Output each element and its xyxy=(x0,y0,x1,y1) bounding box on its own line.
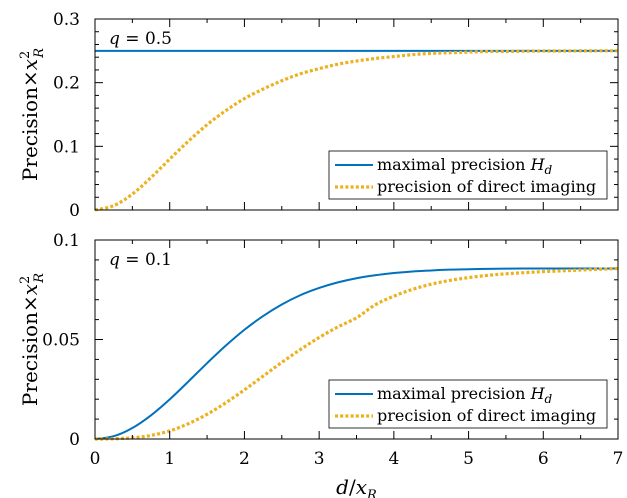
panel-bottom-x-tick-label: 5 xyxy=(463,449,474,469)
panel-bottom-legend-label-0: maximal precision Hd xyxy=(377,384,553,406)
panel-bottom-tick-labels: 0 1 2 3 4 5 6 7 0 0.05 0.1 xyxy=(42,231,623,469)
panel-top-annotation: q = 0.5 xyxy=(109,29,172,49)
panel-bottom-x-tick-label: 0 xyxy=(90,449,101,469)
panel-bottom-y-tick-label: 0.05 xyxy=(42,331,80,351)
panel-top-series xyxy=(94,49,619,212)
panel-bottom-x-tick-label: 6 xyxy=(538,449,549,469)
panel-top-tick-labels: 0 0.1 0.2 0.3 xyxy=(53,10,80,221)
panel-bottom-y-tick-label: 0.1 xyxy=(53,231,80,251)
panel-top-y-tick-label: 0.2 xyxy=(53,74,80,94)
panel-top-y-tick-label: 0.3 xyxy=(53,10,80,30)
panel-bottom-annotation: q = 0.1 xyxy=(109,250,172,270)
panel-bottom-x-tick-label: 2 xyxy=(239,449,250,469)
panel-bottom-x-tick-label: 1 xyxy=(164,449,175,469)
panel-top-y-tick-label: 0 xyxy=(69,201,80,221)
panel-bottom-x-tick-label: 7 xyxy=(613,449,624,469)
panel-bottom-legend-label-1: precision of direct imaging xyxy=(377,406,596,425)
panel-bottom-y-tick-label: 0 xyxy=(69,430,80,450)
panel-bottom-series-direct-imaging xyxy=(94,266,619,441)
panel-top-y-axis-label: Precision×x2R xyxy=(18,48,47,181)
panel-top-y-tick-label: 0.1 xyxy=(53,137,80,157)
panel-bottom-x-tick-label: 3 xyxy=(314,449,325,469)
panel-bottom-legend-box xyxy=(328,379,608,429)
panel-top-ticks xyxy=(94,18,619,211)
panel-bottom-series xyxy=(94,266,619,441)
panel-bottom-y-axis-label: Precision×x2R xyxy=(18,273,47,406)
panel-bottom-series-maximal-precision xyxy=(94,267,618,440)
panel-top: 0 0.1 0.2 0.3 q = 0.5 Precision×x2R maximal… xyxy=(18,10,619,221)
panel-bottom: 0 1 2 3 4 5 6 7 0 0.05 0.1 q = 0.1 Precision×x2R d… xyxy=(18,231,623,498)
panel-bottom-x-axis-label: d/xR xyxy=(336,475,377,498)
panel-top-legend-label-1: precision of direct imaging xyxy=(377,177,596,196)
panel-bottom-ticks xyxy=(94,239,619,440)
panel-bottom-x-tick-label: 4 xyxy=(388,449,399,469)
panel-top-legend-box xyxy=(328,150,608,200)
panel-top-series-direct-imaging xyxy=(94,49,619,212)
panel-top-legend-label-0: maximal precision Hd xyxy=(377,155,553,177)
